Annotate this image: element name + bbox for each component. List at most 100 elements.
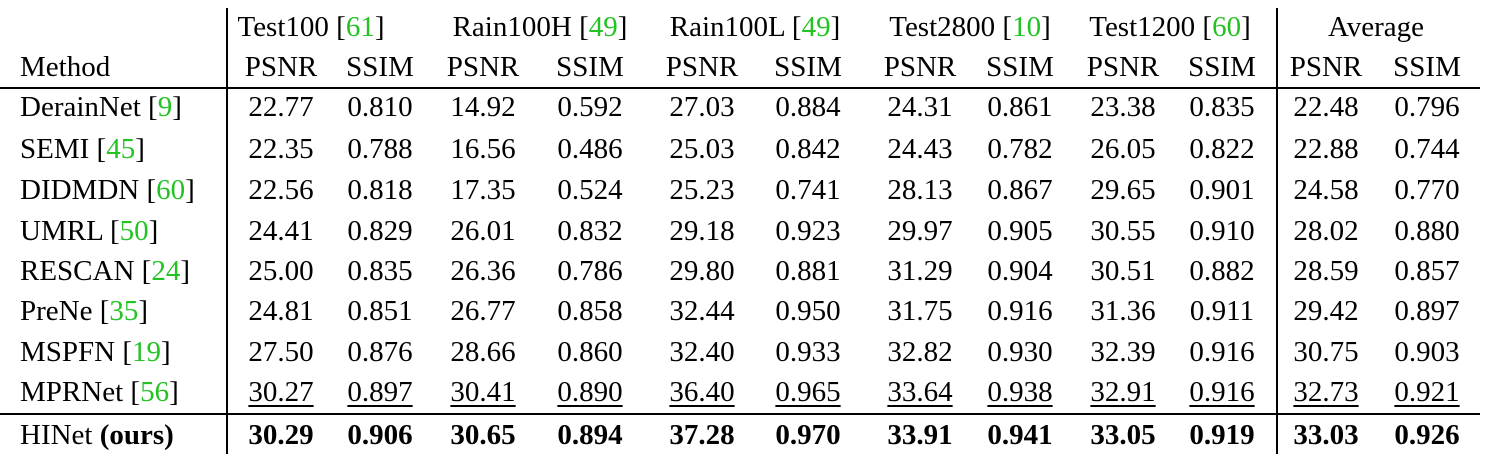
table-cell: 0.916 <box>1189 336 1255 368</box>
table-cell: 0.901 <box>1189 174 1255 206</box>
bracket: [ <box>995 11 1013 43</box>
table-cell: 0.890 <box>557 376 623 408</box>
table-cell: 0.796 <box>1394 91 1460 123</box>
table-cell: 30.65 <box>450 419 516 451</box>
citation-ref: 60 <box>1212 11 1242 43</box>
table-cell: 0.897 <box>347 376 413 408</box>
method-suffix: (ours) <box>99 419 174 451</box>
metric-header: PSNR <box>665 51 739 83</box>
bracket: [ <box>92 295 110 327</box>
table-cell: 0.818 <box>347 174 413 206</box>
citation-ref: 49 <box>801 11 831 43</box>
table-cell: 0.881 <box>775 255 841 287</box>
table-cell: 0.894 <box>557 419 623 451</box>
method-label: MPRNet <box>20 376 124 408</box>
table-cell: 0.930 <box>987 336 1053 368</box>
table-cell: 0.905 <box>987 215 1053 247</box>
table-cell: 0.882 <box>1189 255 1255 287</box>
table-cell: 24.41 <box>248 215 314 247</box>
table-cell: 29.42 <box>1293 295 1359 327</box>
table-cell: 28.59 <box>1293 255 1359 287</box>
bracket: [ <box>784 11 802 43</box>
table-cell: 32.44 <box>669 295 735 327</box>
bracket: [ <box>89 133 107 165</box>
table-cell: 30.41 <box>450 376 516 408</box>
table-cell: 0.921 <box>1394 376 1460 408</box>
table-cell: 26.01 <box>450 215 516 247</box>
table-cell: 24.43 <box>887 133 953 165</box>
table-cell: 27.03 <box>669 91 735 123</box>
dataset-name: Rain100H <box>452 11 572 43</box>
table-cell: 0.923 <box>775 215 841 247</box>
method-divider <box>226 8 228 454</box>
method-label: MSPFN <box>20 336 116 368</box>
table-cell: 0.592 <box>557 91 623 123</box>
dataset-header: Average <box>1328 10 1424 44</box>
bracket: ] <box>161 336 171 368</box>
table-cell: 0.741 <box>775 174 841 206</box>
bracket: ] <box>135 133 145 165</box>
table-cell: 33.91 <box>887 419 953 451</box>
table-cell: 0.916 <box>1189 376 1255 408</box>
metric-header: SSIM <box>346 51 414 83</box>
bracket: ] <box>180 255 191 287</box>
table-cell: 0.906 <box>347 419 413 451</box>
table-cell: 30.29 <box>248 419 314 451</box>
table-cell: 0.919 <box>1189 419 1255 451</box>
table-cell: 0.970 <box>775 419 841 451</box>
dataset-name: Rain100L <box>669 11 785 43</box>
table-cell: 0.910 <box>1189 215 1255 247</box>
dataset-name: Test2800 <box>889 11 996 43</box>
metric-header: PSNR <box>1086 51 1160 83</box>
table-cell: 22.77 <box>248 91 314 123</box>
method-label: SEMI <box>20 133 90 165</box>
table-cell: 23.38 <box>1090 91 1156 123</box>
table-cell: 37.28 <box>669 419 735 451</box>
table-cell: 0.486 <box>557 133 623 165</box>
table-cell: 0.822 <box>1189 133 1255 165</box>
table-cell: 16.56 <box>450 133 516 165</box>
metric-header: PSNR <box>883 51 957 83</box>
citation-ref: 45 <box>106 133 136 165</box>
spacer <box>92 419 99 451</box>
table-cell: 26.36 <box>450 255 516 287</box>
citation-ref: 19 <box>132 336 162 368</box>
metric-header: SSIM <box>1393 51 1461 83</box>
table-cell: 36.40 <box>669 376 735 408</box>
table-cell: 0.835 <box>347 255 413 287</box>
table-cell: 24.81 <box>248 295 314 327</box>
table-cell: 33.05 <box>1090 419 1156 451</box>
method-label: UMRL <box>20 215 103 247</box>
method-name: DerainNet [9] <box>20 90 182 124</box>
bracket: [ <box>134 255 152 287</box>
table-cell: 28.02 <box>1293 215 1359 247</box>
table-cell: 22.56 <box>248 174 314 206</box>
bottom-rule <box>0 413 1480 415</box>
table-cell: 30.51 <box>1090 255 1156 287</box>
bracket: [ <box>140 91 158 123</box>
table-cell: 24.31 <box>887 91 953 123</box>
table-cell: 22.35 <box>248 133 314 165</box>
table-cell: 0.524 <box>557 174 623 206</box>
method-label: DIDMDN <box>20 174 140 206</box>
metric-header: SSIM <box>556 51 624 83</box>
bracket: ] <box>148 215 159 247</box>
table-cell: 0.880 <box>1394 215 1460 247</box>
table-cell: 0.858 <box>557 295 623 327</box>
dataset-header: Rain100L [49] <box>670 10 841 44</box>
bracket: ] <box>1241 11 1251 43</box>
table-cell: 32.82 <box>887 336 953 368</box>
dataset-header: Test100 [61] <box>238 10 385 44</box>
table-cell: 32.91 <box>1090 376 1156 408</box>
bracket: [ <box>1195 11 1213 43</box>
metric-header: PSNR <box>244 51 318 83</box>
table-cell: 0.941 <box>987 419 1053 451</box>
table-cell: 0.876 <box>347 336 413 368</box>
method-label: RESCAN <box>20 255 135 287</box>
method-name: MSPFN [19] <box>20 335 171 369</box>
table-cell: 0.938 <box>987 376 1053 408</box>
table-cell: 33.03 <box>1293 419 1359 451</box>
table-cell: 0.842 <box>775 133 841 165</box>
table-cell: 24.58 <box>1293 174 1359 206</box>
